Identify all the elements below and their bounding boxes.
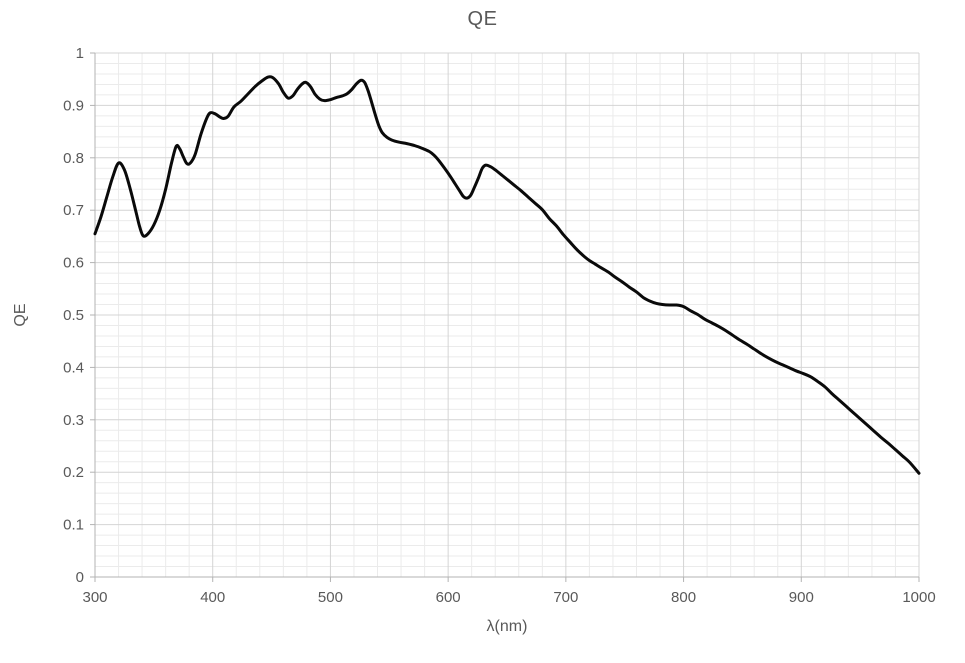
- y-tick-label: 0.1: [63, 517, 84, 534]
- x-tick-label: 300: [82, 589, 107, 606]
- y-tick-label: 0: [76, 569, 84, 586]
- qe-curve: [93, 75, 921, 475]
- x-tick-label: 900: [789, 589, 814, 606]
- y-tick-label: 0.8: [63, 150, 84, 167]
- y-tick-label: 1: [76, 45, 84, 62]
- y-tick-label: 0.2: [63, 464, 84, 481]
- axes: [90, 52, 920, 582]
- y-tick-label: 0.6: [63, 255, 84, 272]
- y-axis-title: QE: [12, 303, 29, 327]
- x-tick-label: 600: [436, 589, 461, 606]
- x-tick-label: 400: [200, 589, 225, 606]
- y-tick-label: 0.3: [63, 412, 84, 429]
- y-tick-label: 0.7: [63, 202, 84, 219]
- y-tick-label: 0.5: [63, 307, 84, 324]
- tick-labels: 300 400 500 600 700 800 900 1000 0 0.1 0.2 0.3 0.4 0.…: [63, 45, 936, 606]
- x-tick-label: 1000: [902, 589, 935, 606]
- major-gridlines: [94, 52, 920, 578]
- y-tick-label: 0.9: [63, 97, 84, 114]
- chart-title: QE: [467, 8, 498, 30]
- y-tick-label: 0.4: [63, 359, 84, 376]
- x-tick-label: 700: [553, 589, 578, 606]
- x-tick-label: 500: [318, 589, 343, 606]
- x-tick-label: 800: [671, 589, 696, 606]
- x-axis-title: λ(nm): [486, 618, 528, 635]
